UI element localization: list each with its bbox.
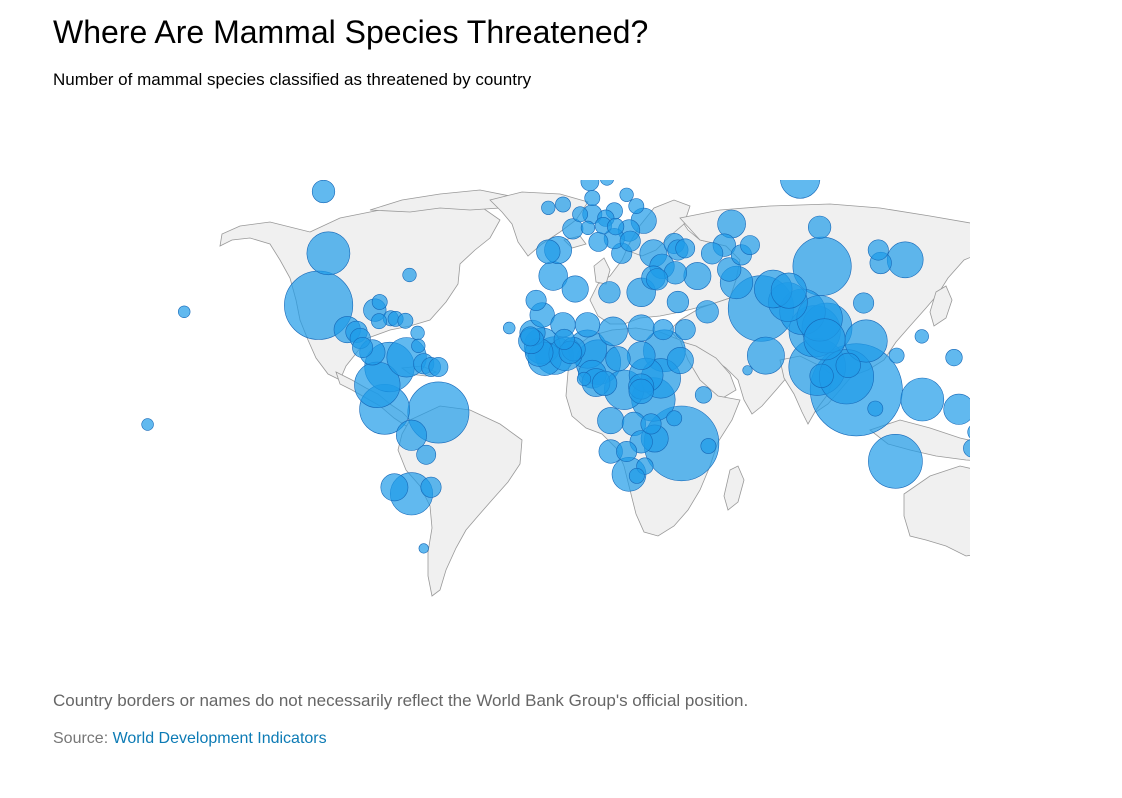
bubble-south-sudan[interactable]: South Sudan: 17 xyxy=(626,341,656,370)
bubble-timor-leste[interactable]: Timor-Leste: 5 xyxy=(867,400,884,417)
bubble-sweden[interactable]: Sweden: 4 xyxy=(600,180,614,186)
landmass-british-isles xyxy=(593,257,611,285)
bubble-niger[interactable]: Niger: 13 xyxy=(574,312,601,338)
bubble-iran[interactable]: Iran: 16 xyxy=(683,262,712,290)
source-prefix: Source: xyxy=(53,730,113,747)
bubble-guam[interactable]: Guam: 4 xyxy=(914,329,929,344)
bubble-singapore[interactable]: Singapore: 12 xyxy=(809,363,834,388)
bubble-libya[interactable]: Libya: 10 xyxy=(598,281,621,304)
bubble-seychelles[interactable]: Seychelles: 6 xyxy=(694,386,713,404)
bubble-micronesia[interactable]: Micronesia: 6 xyxy=(945,349,963,367)
bubble-uruguay[interactable]: Uruguay: 9 xyxy=(420,476,442,498)
landmass-madagascar xyxy=(723,465,745,511)
page-subtitle: Number of mammal species classified as t… xyxy=(53,70,532,89)
bubble-lesotho[interactable]: Lesotho: 5 xyxy=(628,467,645,484)
bubble-palau[interactable]: Palau: 5 xyxy=(888,347,905,364)
bubble-sudan[interactable]: Sudan: 15 xyxy=(627,314,655,342)
bubble-french-guiana[interactable]: French Guiana: 8 xyxy=(428,357,449,377)
bubble-sao-tome[interactable]: Sao Tome: 4 xyxy=(576,371,592,387)
bubble-algeria[interactable]: Algeria: 15 xyxy=(561,275,589,303)
bubble-mongolia[interactable]: Mongolia: 11 xyxy=(807,215,832,239)
bubble-jamaica[interactable]: Jamaica: 5 xyxy=(371,313,387,330)
bubble-azerbaijan[interactable]: Azerbaijan: 8 xyxy=(675,238,696,259)
bubble-bolivia[interactable]: Bolivia: 20 xyxy=(395,419,427,451)
bubble-hungary[interactable]: Hungary: 6 xyxy=(607,217,625,236)
bubble-paraguay[interactable]: Paraguay: 8 xyxy=(416,444,437,465)
bubble-lesser-antilles[interactable]: Lesser Antilles: 4 xyxy=(410,325,425,340)
bubble-western-sahara[interactable]: Western Sahara: 9 xyxy=(525,289,547,311)
bubble-eritrea[interactable]: Eritrea: 9 xyxy=(652,319,674,341)
page-title: Where Are Mammal Species Threatened? xyxy=(53,14,649,50)
bubble-puerto-rico[interactable]: Puerto Rico: 5 xyxy=(397,312,414,329)
bubble-afghanistan[interactable]: Afghanistan: 12 xyxy=(717,257,742,282)
bubble-samoa[interactable]: Samoa: 3 xyxy=(141,418,154,431)
bubble-saudi-arabia[interactable]: Saudi Arabia: 10 xyxy=(666,290,690,314)
bubble-gambia[interactable]: Gambia: 8 xyxy=(520,326,541,347)
bubble-congo[interactable]: Congo: 13 xyxy=(592,370,618,396)
bubble-bermuda[interactable]: Bermuda: 4 xyxy=(402,267,417,283)
bubble-benelux[interactable]: Benelux: 5 xyxy=(572,206,588,223)
landmass-japan xyxy=(929,285,953,327)
bubble-central-african-republic[interactable]: Central African Republic: 13 xyxy=(605,346,631,372)
bubble-chile[interactable]: Chile: 16 xyxy=(380,473,409,502)
bubble-bulgaria[interactable]: Bulgaria: 9 xyxy=(619,230,641,252)
bubble-new-caledonia[interactable]: New Caledonia: 7 xyxy=(963,439,970,458)
bubble-baltics[interactable]: Baltics: 4 xyxy=(619,187,634,202)
bubble-canada[interactable]: Canada: 11 xyxy=(311,180,336,204)
bubble-ireland[interactable]: Ireland: 4 xyxy=(541,200,556,215)
bubble-portugal[interactable]: Portugal: 12 xyxy=(536,239,561,264)
bubble-taiwan[interactable]: Taiwan: 9 xyxy=(853,292,875,314)
bubble-falklands[interactable]: Falklands: 2 xyxy=(418,543,429,554)
source-line: Source: World Development Indicators xyxy=(53,730,327,748)
bubble-cape-verde[interactable]: Cape Verde: 3 xyxy=(503,321,516,335)
bubble-trinidad-and-tobago[interactable]: Trinidad and Tobago: 4 xyxy=(411,338,426,353)
bubble-denmark[interactable]: Denmark: 5 xyxy=(584,190,601,206)
bubble-japan[interactable]: Japan: 28 xyxy=(886,241,924,279)
bubble-botswana[interactable]: Botswana: 9 xyxy=(616,440,638,462)
bubble-burundi[interactable]: Burundi: 13 xyxy=(628,378,654,404)
bubble-vanuatu[interactable]: Vanuatu: 6 xyxy=(967,424,970,441)
bubble-angola[interactable]: Angola: 15 xyxy=(597,407,625,435)
bubble-papua-new-guinea[interactable]: Papua New Guinea: 40 xyxy=(900,377,945,422)
bubble-united-states[interactable]: United States: 40 xyxy=(306,231,351,276)
bubble-belarus[interactable]: Belarus: 5 xyxy=(628,198,645,214)
bubble-turkmenistan[interactable]: Turkmenistan: 10 xyxy=(700,242,724,265)
bubble-mauritius[interactable]: Mauritius: 5 xyxy=(700,438,717,454)
bubble-jordan[interactable]: Jordan: 10 xyxy=(645,268,669,291)
bubble-north-korea[interactable]: North Korea: 9 xyxy=(867,239,889,261)
bubble-burkina-faso[interactable]: Burkina Faso: 9 xyxy=(553,328,575,350)
bubble-russia[interactable]: Russia: 34 xyxy=(780,180,821,199)
bubble-solomon-islands[interactable]: Solomon Islands: 20 xyxy=(943,393,970,425)
source-link[interactable]: World Development Indicators xyxy=(112,730,327,747)
landmass-north-america xyxy=(219,203,501,381)
bubble-united-kingdom[interactable]: United Kingdom: 5 xyxy=(555,196,571,213)
bubble-sri-lanka[interactable]: Sri Lanka: 30 xyxy=(747,336,785,375)
bubble-maldives[interactable]: Maldives: 2 xyxy=(742,365,753,376)
bubble-yemen[interactable]: Yemen: 9 xyxy=(674,319,696,341)
bubble-comoros[interactable]: Comoros: 5 xyxy=(666,410,683,427)
bubble-somalia[interactable]: Somalia: 15 xyxy=(666,347,694,375)
bubble-malawi[interactable]: Malawi: 9 xyxy=(640,413,662,435)
world-map[interactable]: Indonesia: 184Madagascar: 121Mexico: 101… xyxy=(140,180,970,620)
bubble-bahamas[interactable]: Bahamas: 5 xyxy=(371,294,388,310)
bubble-australia[interactable]: Australia: 63 xyxy=(868,433,923,489)
bubble-bhutan[interactable]: Bhutan: 27 xyxy=(770,272,807,309)
map-disclaimer: Country borders or names do not necessar… xyxy=(53,691,749,710)
bubble-norway[interactable]: Norway: 7 xyxy=(580,180,600,192)
landmass-australia xyxy=(903,465,970,557)
bubble-kyrgyzstan[interactable]: Kyrgyzstan: 8 xyxy=(740,235,760,256)
bubble-oman[interactable]: Oman: 11 xyxy=(695,300,719,324)
bubble-hawaii[interactable]: Hawaii: 3 xyxy=(177,305,191,319)
bubble-switzerland[interactable]: Switzerland: 4 xyxy=(580,220,596,236)
bubble-chad[interactable]: Chad: 18 xyxy=(598,316,628,347)
bubble-italy[interactable]: Italy: 8 xyxy=(588,232,609,252)
bubble-costa-rica[interactable]: Costa Rica: 9 xyxy=(352,337,374,359)
bubble-brunei[interactable]: Brunei: 13 xyxy=(835,352,861,378)
bubble-cambodia[interactable]: Cambodia: 37 xyxy=(803,318,846,361)
bubble-layer[interactable]: Indonesia: 184Madagascar: 121Mexico: 101… xyxy=(141,180,970,554)
